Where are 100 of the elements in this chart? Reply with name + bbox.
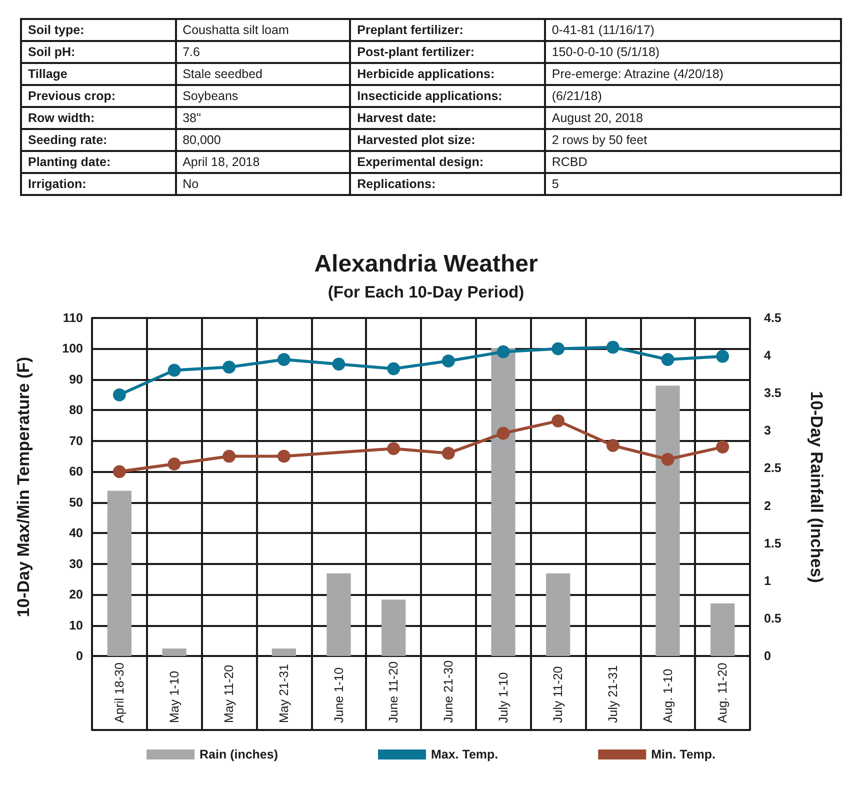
point xyxy=(277,352,290,366)
x-tick-label: Aug. 1-10 xyxy=(660,668,675,723)
text: 5 xyxy=(544,173,841,195)
x-tick-label: May 21-31 xyxy=(276,664,291,723)
point xyxy=(112,388,126,402)
point xyxy=(716,350,730,363)
text: Soil pH: xyxy=(21,41,176,63)
point xyxy=(387,442,400,456)
bar xyxy=(710,603,735,656)
text: Row width: xyxy=(21,107,176,129)
y-tick-label: 90 xyxy=(69,372,84,386)
bar xyxy=(326,573,351,656)
y2-tick-label: 2.5 xyxy=(764,461,782,476)
point xyxy=(442,446,455,460)
point xyxy=(606,340,620,354)
bar xyxy=(491,348,516,656)
x-tick-label: July 1-10 xyxy=(496,672,510,723)
y2-tick-label: 4.5 xyxy=(764,311,782,325)
y-tick-label: 60 xyxy=(69,464,84,479)
y-tick-label: 40 xyxy=(69,526,84,540)
text: 150-0-0-10 (5/1/18) xyxy=(544,41,841,63)
point xyxy=(387,362,400,376)
point xyxy=(606,439,620,452)
y-tick-label: 50 xyxy=(69,495,84,510)
text: No xyxy=(176,173,350,195)
text: Stale seedbed xyxy=(176,63,350,85)
x-tick-label: June 11-20 xyxy=(386,661,401,723)
text: Soil type: xyxy=(21,19,176,41)
y2-tick-label: 1.5 xyxy=(764,536,782,550)
text: 80,000 xyxy=(176,129,350,151)
text: RCBD xyxy=(544,151,841,173)
text: Harvest date: xyxy=(350,107,545,129)
text: Pre-emerge: Atrazine (4/20/18) xyxy=(544,63,841,85)
text: Seeding rate: xyxy=(21,129,176,151)
x-tick-label: June 21-30 xyxy=(441,660,456,723)
text: April 18, 2018 xyxy=(176,151,350,173)
x-tick-label: May 11-20 xyxy=(222,664,236,723)
text: Preplant fertilizer: xyxy=(350,19,545,41)
bar xyxy=(546,573,570,656)
point xyxy=(552,414,565,428)
y-tick-label: 80 xyxy=(69,403,84,418)
y2-tick-label: 3 xyxy=(764,424,771,438)
point xyxy=(442,354,455,368)
y-axis-title: 10-Day Max/Min Temperature (F) xyxy=(14,356,33,618)
point xyxy=(332,358,346,371)
x-tick-label: June 1-10 xyxy=(332,667,346,723)
point xyxy=(222,450,236,463)
text: Replications: xyxy=(350,173,545,195)
point xyxy=(496,426,510,440)
point xyxy=(716,440,730,454)
point xyxy=(661,452,674,466)
y-tick-label: 20 xyxy=(69,588,84,602)
x-tick-label: April 18-30 xyxy=(112,662,126,723)
text: 7.6 xyxy=(176,41,350,63)
x-tick-label: July 11-20 xyxy=(551,666,566,723)
bar xyxy=(272,648,296,656)
y-tick-label: 0 xyxy=(76,649,84,663)
point xyxy=(496,345,510,358)
point xyxy=(222,360,236,374)
text: Previous crop: xyxy=(21,85,176,107)
legend-label: Max. Temp. xyxy=(430,748,498,762)
bar xyxy=(162,648,186,656)
point xyxy=(168,364,181,377)
bar xyxy=(382,600,406,656)
y-tick-label: 110 xyxy=(62,311,84,325)
y2-tick-label: 3.5 xyxy=(764,386,782,400)
point xyxy=(277,450,290,463)
point xyxy=(112,465,126,478)
y2-tick-label: 0 xyxy=(764,649,771,663)
text: Insecticide applications: xyxy=(350,85,545,107)
x-tick-label: July 21-31 xyxy=(606,665,620,723)
text: (6/21/18) xyxy=(544,85,841,107)
text: 38" xyxy=(176,107,350,129)
y2-axis-title: 10-Day Rainfall (Inches) xyxy=(807,391,826,583)
text: Soybeans xyxy=(176,85,350,107)
point xyxy=(552,342,565,356)
y-tick-label: 70 xyxy=(69,434,84,448)
text: 0-41-81 (11/16/17) xyxy=(544,19,841,41)
text: Coushatta silt loam xyxy=(176,19,350,41)
bar xyxy=(656,386,680,656)
y-tick-label: 30 xyxy=(69,556,84,571)
text: 2 rows by 50 feet xyxy=(544,129,841,151)
chart-subtitle: (For Each 10-Day Period) xyxy=(328,284,524,302)
text: Herbicide applications: xyxy=(350,63,545,85)
y-tick-label: 10 xyxy=(69,618,84,632)
point xyxy=(661,352,674,366)
text: Tillage xyxy=(21,63,176,85)
text: Irrigation: xyxy=(21,173,176,195)
x-tick-label: May 1-10 xyxy=(167,670,182,723)
bar xyxy=(107,490,132,656)
text: Experimental design: xyxy=(350,151,545,173)
chart-title: Alexandria Weather xyxy=(314,250,538,278)
y2-tick-label: 1 xyxy=(764,574,771,588)
text: Planting date: xyxy=(21,151,176,173)
y2-tick-label: 0.5 xyxy=(764,611,782,626)
y2-tick-label: 2 xyxy=(764,498,771,513)
text: Harvested plot size: xyxy=(350,129,545,151)
legend-label: Rain (inches) xyxy=(200,748,278,762)
x-tick-label: Aug. 11-20 xyxy=(716,662,730,723)
point xyxy=(168,457,181,470)
